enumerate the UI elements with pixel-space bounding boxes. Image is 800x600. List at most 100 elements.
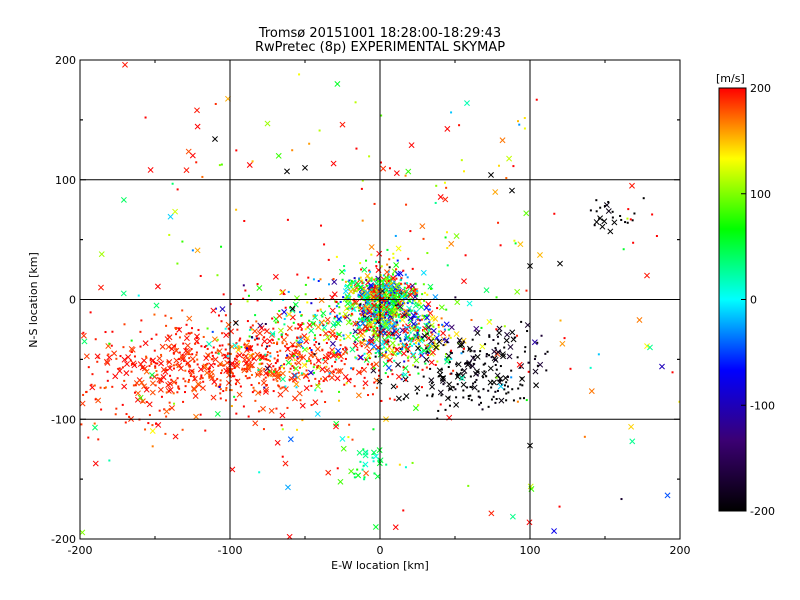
data-point-dot xyxy=(298,341,301,344)
data-point-dot xyxy=(308,358,311,361)
data-point-dot xyxy=(256,337,259,340)
data-point-dot xyxy=(391,322,394,325)
data-point-dot xyxy=(245,347,248,350)
data-point-dot xyxy=(122,346,125,349)
data-point-dot xyxy=(315,341,318,344)
data-point-x xyxy=(390,275,397,281)
data-point-x xyxy=(659,363,665,370)
data-point-dot xyxy=(338,390,341,393)
data-point-dot xyxy=(392,297,395,300)
data-point-dot xyxy=(392,286,395,289)
data-point-dot xyxy=(255,335,258,338)
data-point-dot xyxy=(248,339,251,342)
data-point-dot xyxy=(393,292,396,295)
data-point-dot xyxy=(425,323,428,326)
data-point-dot xyxy=(306,301,309,304)
data-point-x xyxy=(401,312,408,319)
data-point-dot xyxy=(208,370,211,373)
data-point-dot xyxy=(347,307,350,310)
data-point-dot xyxy=(287,290,290,293)
data-point-x xyxy=(212,136,218,142)
data-point-x xyxy=(430,327,437,334)
data-point-x xyxy=(112,373,119,380)
data-point-dot xyxy=(507,391,510,394)
data-point-dot xyxy=(458,124,461,127)
data-point-dot xyxy=(280,335,283,338)
data-point-dot xyxy=(297,353,300,356)
data-point-dot xyxy=(348,423,351,426)
data-point-dot xyxy=(271,317,274,320)
data-point-dot xyxy=(382,282,385,285)
data-point-dot xyxy=(388,276,391,279)
data-point-dot xyxy=(488,334,491,337)
data-point-dot xyxy=(413,326,416,329)
data-point-dot xyxy=(199,274,202,277)
data-point-dot xyxy=(431,333,434,336)
data-point-dot xyxy=(460,352,463,355)
data-point-dot xyxy=(454,388,457,391)
data-point-x xyxy=(194,333,200,340)
data-point-x xyxy=(260,405,266,412)
y-tick-label: 200 xyxy=(55,54,76,67)
data-point-dot xyxy=(148,414,151,417)
data-point-dot xyxy=(494,390,497,393)
x-tick-label: 0 xyxy=(377,544,384,557)
data-point-x xyxy=(121,383,128,390)
data-point-dot xyxy=(359,303,362,306)
data-point-x xyxy=(264,120,271,127)
data-point-dot xyxy=(506,385,509,388)
data-point-dot xyxy=(172,367,175,370)
data-point-dot xyxy=(368,155,371,158)
data-point-dot xyxy=(406,276,409,279)
data-point-dot xyxy=(250,327,253,330)
data-point-dot xyxy=(362,448,365,451)
data-point-dot xyxy=(325,341,328,344)
data-point-dot xyxy=(254,314,257,317)
data-point-dot xyxy=(235,342,238,345)
data-point-dot xyxy=(441,376,444,379)
data-point-dot xyxy=(181,353,184,356)
data-point-dot xyxy=(314,337,317,340)
data-point-dot xyxy=(196,358,199,361)
data-point-dot xyxy=(318,342,321,345)
data-point-x xyxy=(292,372,299,379)
data-point-dot xyxy=(516,356,519,359)
data-point-dot xyxy=(336,467,339,470)
data-point-dot xyxy=(368,269,371,272)
data-point-dot xyxy=(620,498,623,501)
data-point-dot xyxy=(333,351,336,354)
data-point-dot xyxy=(179,356,182,359)
data-point-dot xyxy=(193,375,196,378)
data-point-x xyxy=(258,325,265,332)
data-point-dot xyxy=(272,365,275,368)
data-point-x xyxy=(274,373,281,380)
data-point-dot xyxy=(422,329,425,332)
data-point-dot xyxy=(512,399,515,402)
data-point-dot xyxy=(130,370,133,373)
y-tick-label: 100 xyxy=(55,174,76,187)
data-point-dot xyxy=(313,371,316,374)
data-point-dot xyxy=(349,302,352,305)
data-point-dot xyxy=(253,389,256,392)
data-point-x xyxy=(487,365,494,372)
data-point-dot xyxy=(377,285,380,288)
data-point-dot xyxy=(246,339,249,342)
data-point-dot xyxy=(407,257,410,260)
data-point-dot xyxy=(262,428,265,431)
data-point-x xyxy=(437,194,444,200)
data-point-x xyxy=(199,385,206,391)
data-point-x xyxy=(467,345,473,352)
data-point-dot xyxy=(281,342,284,345)
data-point-dot xyxy=(305,369,308,372)
data-point-dot xyxy=(191,249,194,252)
data-point-dot xyxy=(563,337,566,340)
data-point-dot xyxy=(335,353,338,356)
data-point-x xyxy=(241,367,248,374)
data-point-x xyxy=(246,162,253,168)
data-point-dot xyxy=(371,456,374,459)
data-point-x xyxy=(403,308,409,315)
data-point-dot xyxy=(388,266,391,269)
data-point-dot xyxy=(154,362,157,365)
data-point-dot xyxy=(412,315,415,318)
data-point-dot xyxy=(199,377,202,380)
